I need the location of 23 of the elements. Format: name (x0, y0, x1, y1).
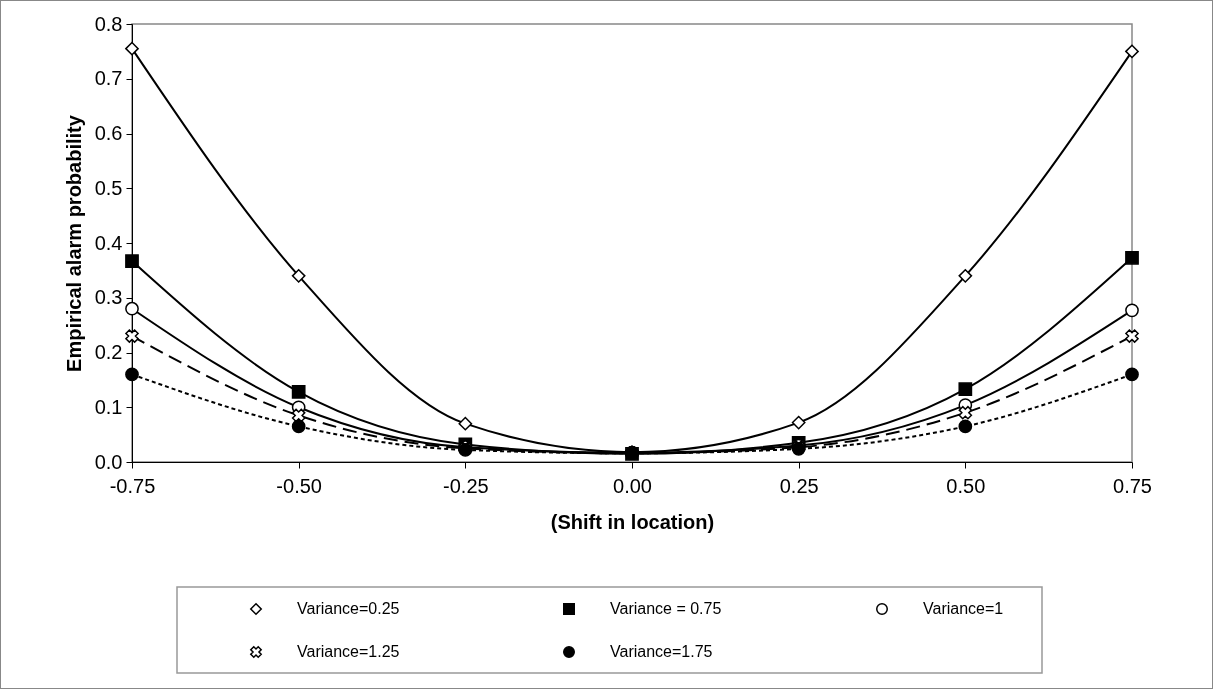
y-tick-label: 0.5 (94, 176, 123, 199)
x-tick-label: -0.25 (443, 474, 489, 497)
legend-label: Variance = 0.75 (610, 600, 722, 617)
y-tick-label: 0.4 (94, 231, 123, 254)
y-tick-label: 0.2 (94, 341, 123, 363)
y-tick-label: 0.0 (94, 450, 123, 473)
x-tick-label: -0.75 (109, 474, 156, 497)
legend-label: Variance=1.25 (297, 643, 400, 660)
legend-label: Variance=0.25 (297, 600, 400, 617)
y-tick-label: 0.6 (94, 122, 123, 144)
y-axis-title: Empirical alarm probability (62, 114, 85, 372)
x-tick-label: 0.50 (946, 474, 986, 497)
legend-label: Variance=1.75 (610, 643, 713, 660)
x-tick-label: -0.50 (276, 474, 322, 497)
y-tick-label: 0.8 (94, 12, 123, 35)
legend-label: Variance=1 (923, 600, 1004, 617)
x-tick-label: 0.25 (779, 474, 819, 497)
x-tick-label: 0.00 (613, 474, 652, 497)
y-tick-label: 0.7 (94, 67, 123, 90)
x-tick-label: 0.75 (1113, 474, 1152, 497)
y-tick-label: 0.1 (94, 395, 123, 418)
y-tick-label: 0.3 (94, 286, 123, 309)
x-axis-title: (Shift in location) (550, 510, 715, 533)
